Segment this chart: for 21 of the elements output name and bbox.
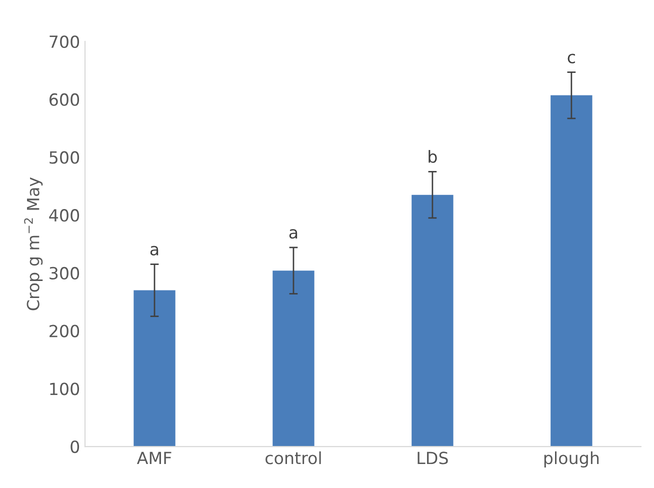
annotation: c: [568, 54, 575, 64]
y-axis-title: Crop g m$^{−2}$ May: [24, 177, 43, 310]
y-tick-label: 0: [70, 440, 80, 454]
bar: [412, 194, 454, 447]
y-tick-label: 500: [50, 151, 80, 164]
y-tick-label: 400: [49, 209, 80, 222]
x-tick-label: control: [266, 451, 321, 464]
y-tick-label: 100: [50, 382, 80, 396]
y-tick-label: 700: [50, 35, 80, 48]
y-tick-label: 600: [50, 93, 80, 106]
x-tick-label: LDS: [418, 452, 448, 464]
annotation: b: [428, 150, 437, 163]
y-tick-label: 300: [50, 266, 80, 280]
annotation: a: [289, 229, 298, 239]
bar: [550, 95, 592, 447]
x-tick-label: AMF: [136, 452, 172, 464]
bar: [134, 290, 176, 447]
annotation: a: [150, 246, 158, 256]
x-tick-label: plough: [544, 451, 599, 468]
bar: [272, 270, 314, 447]
y-tick-label: 200: [50, 324, 80, 338]
